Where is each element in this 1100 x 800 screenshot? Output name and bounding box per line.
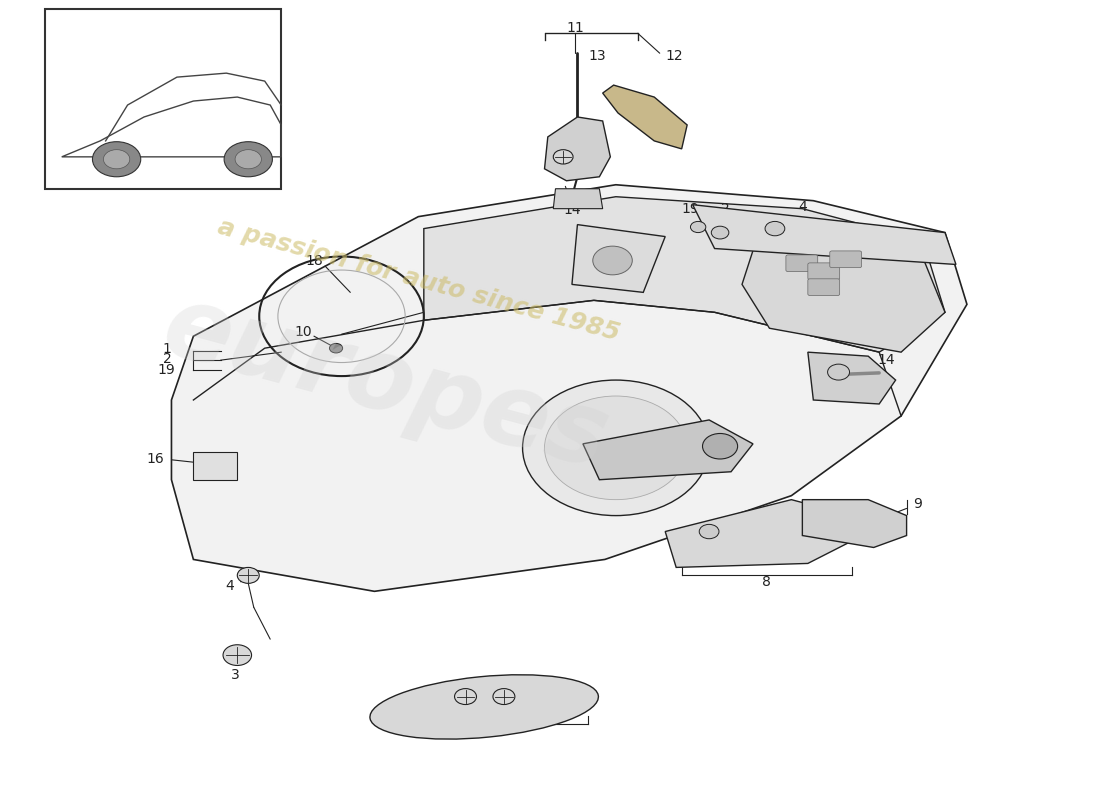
Circle shape [553,150,573,164]
Circle shape [223,645,252,666]
Polygon shape [802,500,906,547]
Text: 14: 14 [563,203,581,218]
Text: 6: 6 [705,547,714,561]
Circle shape [522,380,710,515]
Polygon shape [742,217,945,352]
Text: 9: 9 [913,497,922,510]
Text: 6: 6 [496,710,505,724]
Text: 5: 5 [480,725,488,738]
Circle shape [493,689,515,705]
Circle shape [700,524,719,538]
Circle shape [235,150,262,169]
Text: 16: 16 [146,452,164,466]
Polygon shape [424,197,945,352]
Circle shape [703,434,738,459]
Polygon shape [583,420,754,480]
Text: 3: 3 [231,668,240,682]
Text: 18: 18 [305,254,323,268]
Polygon shape [553,189,603,209]
Text: 12: 12 [666,49,683,62]
Circle shape [238,567,260,583]
Text: 10: 10 [295,326,312,339]
Text: a passion for auto since 1985: a passion for auto since 1985 [214,215,622,346]
Circle shape [544,396,688,500]
Circle shape [92,142,141,177]
Text: 7: 7 [444,710,453,724]
Text: 19: 19 [157,362,175,377]
Polygon shape [194,452,238,480]
Polygon shape [172,185,967,591]
Polygon shape [693,205,956,265]
Text: 8: 8 [761,574,771,589]
Text: 2: 2 [163,352,172,366]
Circle shape [454,689,476,705]
Text: 15: 15 [873,373,891,387]
Polygon shape [666,500,862,567]
Circle shape [330,343,342,353]
Text: 14: 14 [877,353,894,367]
Text: 19: 19 [682,202,700,216]
Text: 2: 2 [722,202,730,216]
Polygon shape [807,352,895,404]
FancyBboxPatch shape [807,263,839,280]
Circle shape [691,222,706,233]
Text: 13: 13 [588,49,606,62]
Ellipse shape [370,674,598,739]
Circle shape [766,222,784,236]
FancyBboxPatch shape [45,10,282,189]
Circle shape [827,364,849,380]
Polygon shape [603,85,688,149]
FancyBboxPatch shape [829,251,861,268]
Circle shape [103,150,130,169]
Polygon shape [544,117,610,181]
Text: 17: 17 [574,195,592,210]
Circle shape [712,226,729,239]
Polygon shape [572,225,666,292]
Circle shape [593,246,632,275]
Text: 4: 4 [226,578,234,593]
Text: europes: europes [153,278,618,490]
Circle shape [224,142,273,177]
Text: 4: 4 [798,200,806,214]
Text: 11: 11 [566,22,584,35]
Text: 1: 1 [163,342,172,356]
FancyBboxPatch shape [807,279,839,295]
FancyBboxPatch shape [785,255,817,272]
